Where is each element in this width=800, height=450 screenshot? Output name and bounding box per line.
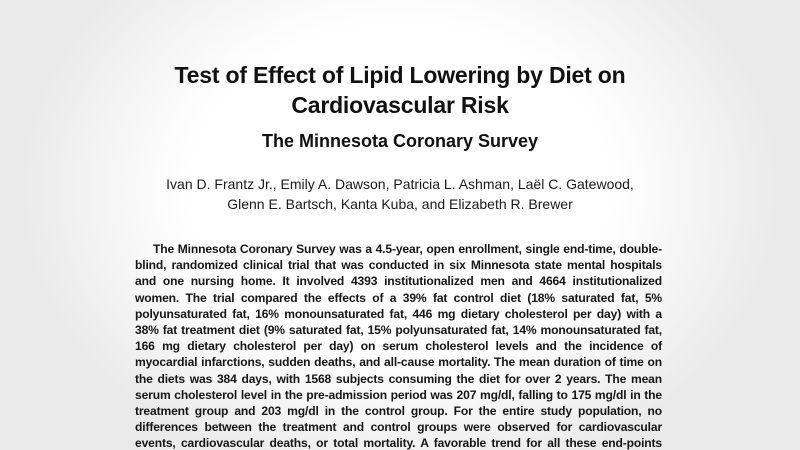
author-list-line-2: Glenn E. Bartsch, Kanta Kuba, and Elizab… xyxy=(227,196,573,212)
paper-subtitle: The Minnesota Coronary Survey xyxy=(261,131,539,151)
paper-title: Test of Effect of Lipid Lowering by Diet… xyxy=(0,60,800,120)
abstract-paragraph: The Minnesota Coronary Survey was a 4.5-… xyxy=(135,242,662,450)
paper-title-line-2: Cardiovascular Risk xyxy=(291,92,509,118)
author-list-line-1: Ivan D. Frantz Jr., Emily A. Dawson, Pat… xyxy=(166,176,634,192)
author-list: Ivan D. Frantz Jr., Emily A. Dawson, Pat… xyxy=(0,174,800,214)
paper-title-line-1: Test of Effect of Lipid Lowering by Diet… xyxy=(174,62,626,88)
